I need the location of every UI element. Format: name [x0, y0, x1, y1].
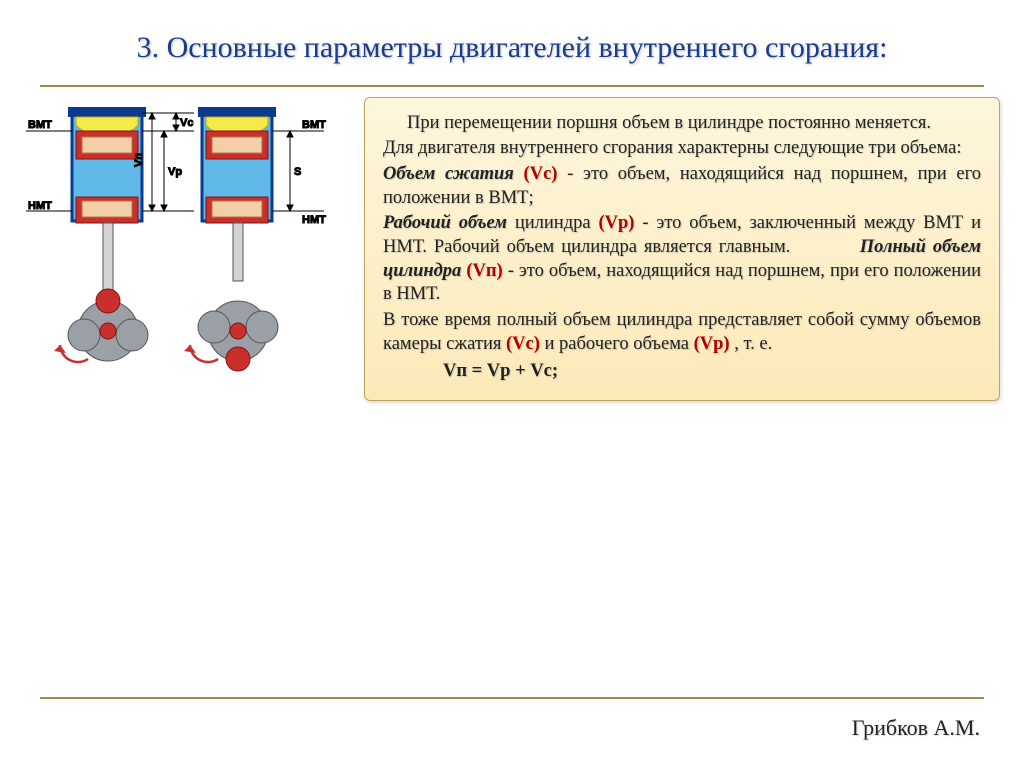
label-vc: Vс [180, 117, 193, 129]
term-vp: Рабочий объем [383, 213, 507, 233]
diagram-column: ВМТ НМТ Vс Vр [24, 97, 354, 426]
sym-vp2: (Vр) [694, 334, 730, 354]
text-box: При перемещении поршня объем в цилиндре … [364, 97, 1000, 401]
para-4-mid: цилиндра [515, 213, 599, 233]
para-5b: и рабочего объема [545, 334, 694, 354]
para-5: В тоже время полный объем цилиндра предс… [383, 309, 981, 356]
slide-title-block: 3. Основные параметры двигателей внутрен… [0, 0, 1024, 79]
label-nmt-right: НМТ [302, 214, 326, 226]
label-nmt-left: НМТ [28, 200, 52, 212]
sym-vn: (Vп) [466, 261, 502, 281]
label-bmt-right: ВМТ [302, 119, 326, 131]
cylinder-right [184, 107, 278, 371]
dimensions-left: ВМТ НМТ [26, 119, 72, 212]
para-1: При перемещении поршня объем в цилиндре … [383, 112, 981, 136]
label-s: S [294, 166, 301, 178]
label-vp: Vр [168, 166, 182, 178]
para-4: Рабочий объем цилиндра (Vр) - это объем,… [383, 212, 981, 307]
sym-vc: (Vс) [524, 164, 558, 184]
sym-vc2: (Vс) [506, 334, 540, 354]
para-3: Объем сжатия (Vс) - это объем, находящий… [383, 163, 981, 210]
label-bmt-left: ВМТ [28, 119, 52, 131]
sym-vp: (Vр) [598, 213, 634, 233]
formula: Vп = Vр + Vс; [383, 360, 981, 384]
slide-title: 3. Основные параметры двигателей внутрен… [40, 28, 984, 69]
engine-diagram: ВМТ НМТ Vс Vр [24, 101, 344, 421]
author-label: Грибков А.М. [852, 715, 980, 741]
para-5c: , т. е. [734, 334, 772, 354]
text-column: При перемещении поршня объем в цилиндре … [364, 97, 1000, 426]
divider-bottom [40, 697, 984, 699]
content-row: ВМТ НМТ Vс Vр [0, 87, 1024, 426]
cylinder-left [54, 107, 148, 362]
label-vn: Vп [133, 153, 145, 167]
para-2: Для двигателя внутреннего сгорания харак… [383, 137, 981, 161]
dimensions-right: ВМТ НМТ S [272, 119, 326, 226]
term-vc: Объем сжатия [383, 164, 514, 184]
